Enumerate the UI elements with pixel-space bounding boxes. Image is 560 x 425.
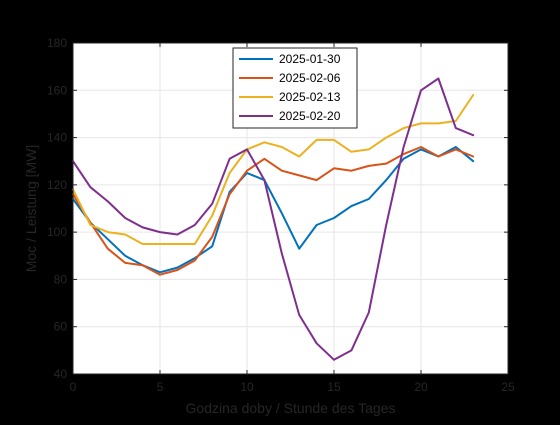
series-line-2025-02-13 — [72, 94, 475, 245]
x-tick-label: 15 — [327, 380, 341, 394]
series-line-2025-02-20 — [72, 77, 475, 361]
legend-label: 2025-01-30 — [279, 52, 341, 66]
x-tick-label: 5 — [157, 380, 164, 394]
x-tick-label: 0 — [70, 380, 77, 394]
y-tick-label: 140 — [47, 131, 67, 145]
series-line-2025-01-30 — [72, 146, 475, 274]
x-axis-label: Godzina doby / Stunde des Tages — [186, 400, 396, 416]
axes-frame — [72, 42, 509, 375]
legend-label: 2025-02-13 — [279, 90, 341, 104]
y-tick-label: 60 — [54, 320, 68, 334]
y-tick-label: 80 — [54, 272, 68, 286]
legend-label: 2025-02-20 — [279, 109, 341, 123]
y-tick-label: 100 — [47, 225, 67, 239]
series-line-2025-02-06 — [72, 146, 475, 276]
y-tick-label: 40 — [54, 367, 68, 381]
y-tick-label: 160 — [47, 83, 67, 97]
legend-box — [232, 47, 358, 129]
y-axis-label: Moc / Leistung [MW] — [23, 145, 39, 273]
y-tick-label: 120 — [47, 178, 67, 192]
x-tick-label: 10 — [240, 380, 254, 394]
x-tick-label: 25 — [501, 380, 515, 394]
x-tick-label: 20 — [414, 380, 428, 394]
y-tick-label: 180 — [47, 36, 67, 50]
legend: 2025-01-30 2025-02-06 2025-02-13 2025-02-20 — [232, 47, 358, 129]
series-lines — [72, 77, 475, 361]
legend-label: 2025-02-06 — [279, 71, 341, 85]
ticks: 0 5 10 15 20 25 40 60 80 100 120 140 160 180 — [47, 36, 515, 394]
